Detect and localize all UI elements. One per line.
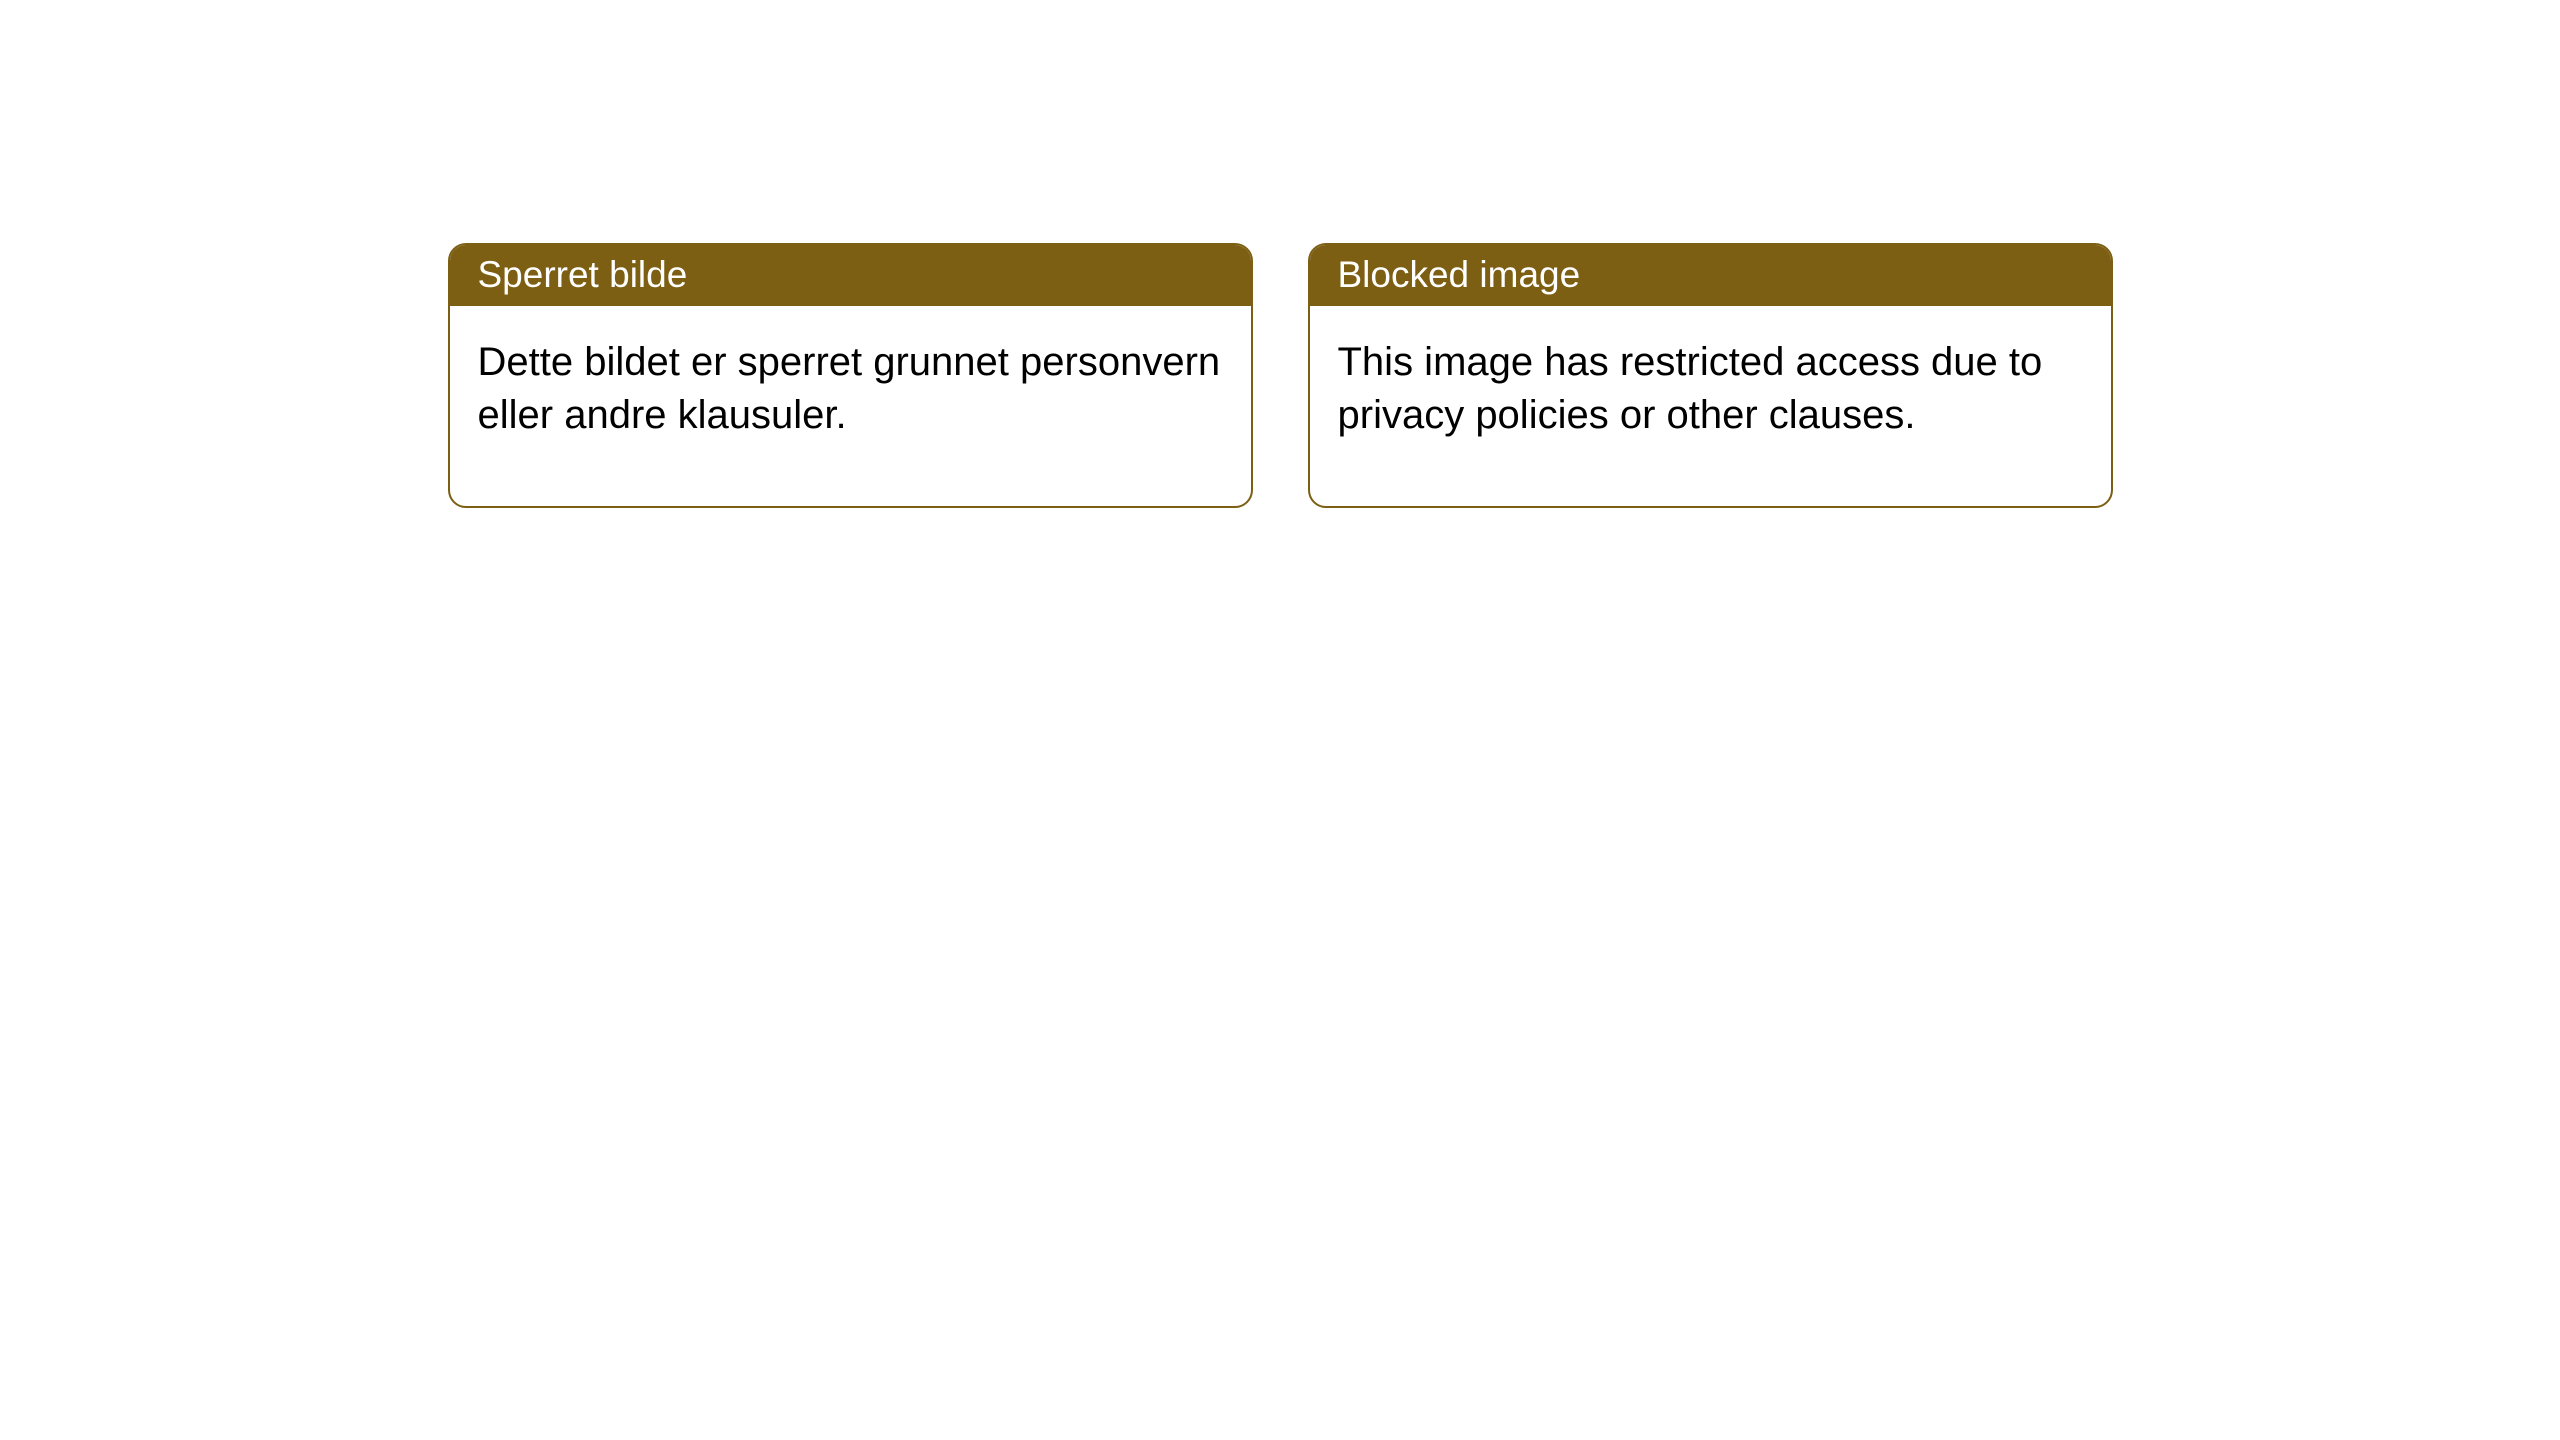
notice-cards-container: Sperret bilde Dette bildet er sperret gr… xyxy=(448,243,2113,508)
card-body: Dette bildet er sperret grunnet personve… xyxy=(450,306,1251,506)
notice-card-english: Blocked image This image has restricted … xyxy=(1308,243,2113,508)
notice-card-norwegian: Sperret bilde Dette bildet er sperret gr… xyxy=(448,243,1253,508)
card-body: This image has restricted access due to … xyxy=(1310,306,2111,506)
card-header: Blocked image xyxy=(1310,245,2111,306)
card-header: Sperret bilde xyxy=(450,245,1251,306)
